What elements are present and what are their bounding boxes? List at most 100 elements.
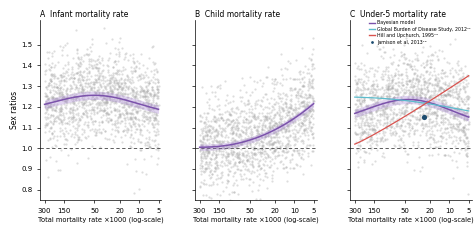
- Point: [295, 151, 303, 155]
- Point: [394, 92, 401, 96]
- Point: [96, 87, 103, 91]
- Point: [306, 93, 314, 97]
- Point: [378, 104, 386, 108]
- Point: [252, 117, 259, 121]
- Point: [130, 90, 138, 94]
- Point: [211, 94, 219, 98]
- Point: [286, 98, 294, 102]
- Point: [280, 126, 287, 130]
- Point: [90, 63, 98, 67]
- Point: [142, 94, 150, 98]
- Point: [395, 98, 403, 102]
- Point: [360, 123, 368, 127]
- Point: [279, 148, 286, 152]
- Point: [120, 92, 128, 96]
- Point: [268, 119, 276, 123]
- Point: [231, 154, 238, 158]
- Point: [221, 154, 228, 158]
- Point: [358, 130, 366, 134]
- Point: [383, 112, 390, 116]
- Point: [450, 114, 458, 118]
- Point: [62, 71, 69, 75]
- Point: [111, 86, 118, 90]
- Point: [413, 121, 421, 125]
- Point: [92, 91, 100, 95]
- Point: [224, 154, 231, 158]
- Point: [224, 155, 232, 159]
- Point: [93, 73, 101, 77]
- Point: [307, 129, 314, 133]
- Point: [107, 100, 115, 104]
- Point: [60, 79, 68, 83]
- Point: [97, 84, 105, 88]
- Point: [436, 128, 444, 132]
- Point: [282, 97, 290, 101]
- Point: [444, 108, 451, 112]
- Point: [260, 144, 267, 148]
- Point: [100, 96, 108, 100]
- Point: [209, 148, 217, 152]
- Point: [205, 123, 213, 127]
- Point: [373, 69, 381, 73]
- Point: [225, 152, 232, 156]
- Point: [196, 163, 204, 167]
- Point: [424, 89, 431, 93]
- Point: [310, 62, 317, 65]
- Point: [261, 125, 268, 129]
- Point: [463, 83, 471, 87]
- Point: [54, 85, 61, 89]
- Point: [106, 118, 114, 122]
- Point: [66, 93, 74, 97]
- Point: [446, 103, 454, 107]
- Point: [257, 98, 264, 102]
- Point: [213, 139, 220, 143]
- Point: [408, 126, 416, 130]
- Point: [304, 154, 312, 158]
- Point: [95, 123, 103, 127]
- Point: [116, 36, 124, 40]
- Point: [234, 107, 242, 111]
- Point: [360, 131, 367, 135]
- Point: [464, 97, 472, 101]
- Point: [122, 109, 129, 113]
- Point: [137, 52, 145, 56]
- Point: [456, 151, 463, 155]
- Point: [445, 92, 452, 96]
- Point: [302, 114, 310, 118]
- Point: [221, 103, 229, 107]
- Point: [128, 87, 136, 91]
- Point: [255, 138, 262, 142]
- Point: [214, 116, 222, 120]
- Point: [458, 129, 465, 133]
- Point: [285, 123, 293, 126]
- Point: [54, 76, 62, 80]
- Point: [140, 157, 148, 161]
- Point: [297, 155, 305, 159]
- Point: [198, 164, 205, 168]
- Point: [460, 116, 467, 120]
- Point: [258, 147, 265, 151]
- Point: [149, 123, 157, 127]
- Point: [357, 115, 365, 119]
- Point: [449, 176, 456, 180]
- Point: [130, 60, 138, 64]
- Point: [145, 83, 152, 87]
- Point: [234, 144, 242, 148]
- Point: [138, 170, 146, 174]
- Point: [49, 73, 57, 77]
- Point: [301, 104, 309, 108]
- Point: [274, 128, 282, 132]
- Point: [99, 92, 106, 96]
- Point: [139, 115, 146, 119]
- Point: [210, 134, 218, 138]
- Point: [264, 132, 272, 136]
- Point: [133, 111, 141, 115]
- Point: [303, 130, 310, 134]
- Point: [441, 126, 448, 130]
- Point: [131, 68, 139, 72]
- Point: [236, 142, 243, 146]
- Point: [46, 68, 54, 72]
- Point: [269, 169, 276, 173]
- Point: [138, 118, 146, 122]
- Point: [64, 116, 72, 120]
